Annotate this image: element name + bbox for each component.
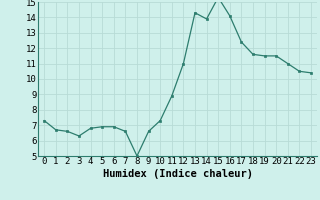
X-axis label: Humidex (Indice chaleur): Humidex (Indice chaleur) [103, 169, 252, 179]
